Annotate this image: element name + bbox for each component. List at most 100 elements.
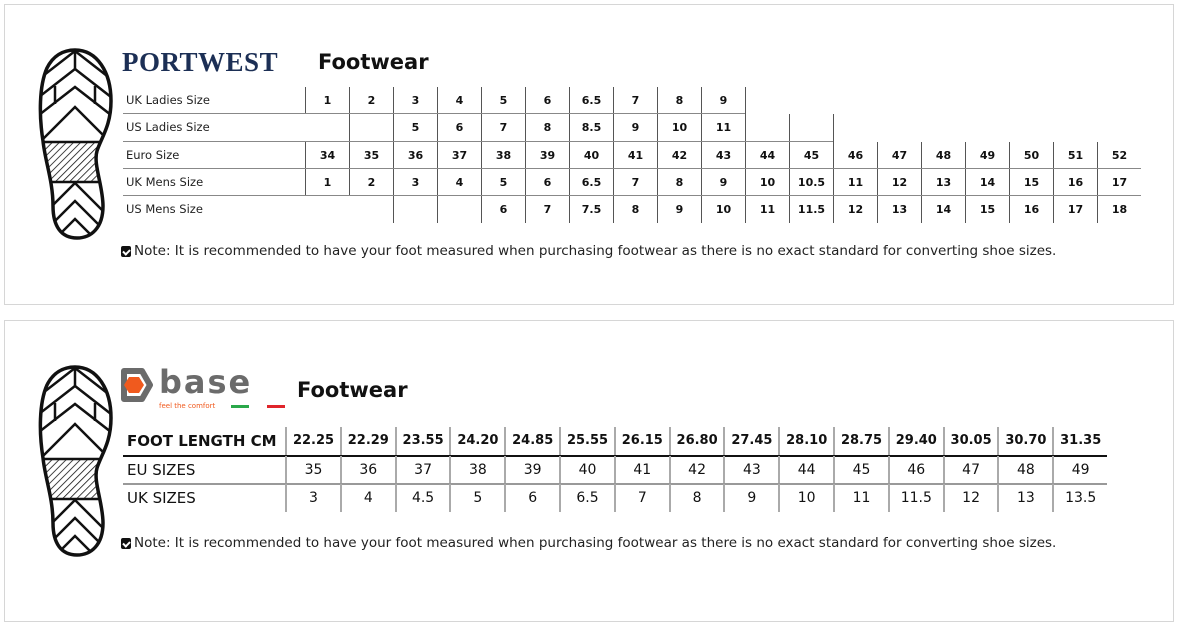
- row-label: Euro Size: [126, 147, 180, 162]
- size-cell: 9: [723, 484, 778, 512]
- size-cell: 46: [887, 455, 943, 484]
- size-cell: 8: [525, 114, 569, 142]
- size-cell: 11: [701, 114, 745, 142]
- size-cell: 41: [613, 455, 669, 484]
- size-cell: 3: [393, 87, 437, 114]
- row-label: US Mens Size: [126, 202, 203, 217]
- size-cell: 10: [657, 114, 701, 142]
- size-cell: 7.5: [569, 196, 613, 224]
- size-cell: 29.40: [887, 427, 943, 455]
- size-cell: 50: [1009, 141, 1053, 169]
- size-cell: [305, 114, 349, 141]
- size-cell: 40: [559, 455, 614, 484]
- size-cell: 10: [778, 484, 833, 512]
- size-cell: 4: [339, 484, 395, 512]
- row-label: US Ladies Size: [126, 120, 210, 135]
- size-cell: 37: [394, 455, 450, 484]
- size-cell: 13: [877, 196, 921, 224]
- size-cell: 8.5: [569, 114, 613, 142]
- size-cell: 13.5: [1052, 484, 1107, 512]
- size-cell: 44: [745, 141, 789, 169]
- size-cell: 7: [613, 87, 657, 114]
- base-logo: base feel the comfort: [119, 365, 289, 411]
- row-divider: [123, 195, 1141, 197]
- size-cell: 38: [481, 141, 525, 169]
- size-cell: 3: [285, 484, 340, 512]
- size-cell: 12: [877, 168, 921, 196]
- size-cell: 11: [745, 196, 789, 224]
- size-cell: 42: [657, 141, 701, 169]
- row-divider: [123, 167, 1141, 169]
- size-cell: 1: [305, 168, 349, 196]
- size-cell: [393, 196, 437, 224]
- size-cell: 15: [1009, 168, 1053, 196]
- portwest-title: Footwear: [318, 50, 429, 74]
- size-cell: 10: [701, 196, 745, 224]
- size-cell: 39: [504, 455, 559, 484]
- size-cell: 24.20: [449, 427, 504, 455]
- size-cell: 6: [525, 87, 569, 114]
- size-cell: 11.5: [789, 196, 833, 224]
- size-cell: 49: [1052, 455, 1107, 484]
- size-cell: 12: [833, 196, 877, 224]
- size-cell: 43: [701, 141, 745, 169]
- size-cell: 31.35: [1052, 427, 1107, 455]
- row-divider: [123, 140, 833, 142]
- size-cell: 43: [723, 455, 778, 484]
- size-cell: 23.55: [394, 427, 450, 455]
- size-cell: 25.55: [559, 427, 614, 455]
- size-cell: 6: [437, 114, 481, 142]
- row-label: UK SIZES: [127, 489, 196, 507]
- size-cell: 8: [668, 484, 724, 512]
- size-cell: 28.10: [778, 427, 833, 455]
- size-cell: 5: [481, 87, 525, 114]
- size-cell: [349, 196, 393, 223]
- checkbox-note-icon: [121, 537, 131, 549]
- base-logo-mark: [121, 368, 285, 408]
- size-cell: 16: [1009, 196, 1053, 224]
- size-cell: 4: [437, 168, 481, 196]
- size-cell: [349, 114, 393, 142]
- portwest-note: Note: It is recommended to have your foo…: [121, 243, 1056, 259]
- size-cell: 36: [393, 141, 437, 169]
- size-cell: 46: [833, 141, 877, 169]
- size-cell: [745, 114, 789, 142]
- size-cell: 10: [745, 168, 789, 196]
- row-label: EU SIZES: [127, 460, 196, 479]
- size-cell: 4: [437, 87, 481, 114]
- size-cell: 11: [833, 168, 877, 196]
- size-cell: 5: [481, 168, 525, 196]
- size-cell: 11.5: [887, 484, 943, 512]
- size-cell: 35: [349, 141, 393, 169]
- size-cell: 8: [657, 168, 701, 196]
- size-cell: 22.29: [339, 427, 395, 455]
- size-cell: 42: [668, 455, 724, 484]
- base-wordmark: base: [159, 363, 253, 401]
- size-cell: 15: [965, 196, 1009, 224]
- size-cell: 14: [965, 168, 1009, 196]
- size-cell: 47: [877, 141, 921, 169]
- size-cell: 2: [349, 168, 393, 196]
- size-cell: 6: [504, 484, 559, 512]
- size-cell: 16: [1053, 168, 1097, 196]
- size-cell: 6: [481, 196, 525, 224]
- portwest-size-chart-panel: PORTWEST Footwear UK Ladies Size 1 2 3 4 5 6 6.…: [4, 4, 1174, 305]
- size-cell: [789, 114, 833, 142]
- size-cell: 2: [349, 87, 393, 114]
- row-label: UK Mens Size: [126, 174, 204, 189]
- size-cell: 4.5: [394, 484, 450, 512]
- size-cell: 9: [701, 87, 745, 114]
- size-cell: 48: [997, 455, 1052, 484]
- size-cell: 40: [569, 141, 613, 169]
- size-cell: 17: [1053, 196, 1097, 224]
- portwest-logo: PORTWEST: [122, 47, 279, 77]
- size-cell: 26.15: [613, 427, 669, 455]
- size-cell: 22.25: [285, 427, 340, 455]
- size-cell: 6.5: [559, 484, 614, 512]
- size-cell: 6.5: [569, 87, 613, 114]
- row-label: UK Ladies Size: [126, 93, 210, 107]
- size-cell: 51: [1053, 141, 1097, 169]
- size-cell: 49: [965, 141, 1009, 169]
- size-cell: 34: [305, 141, 349, 169]
- size-cell: 36: [339, 455, 395, 484]
